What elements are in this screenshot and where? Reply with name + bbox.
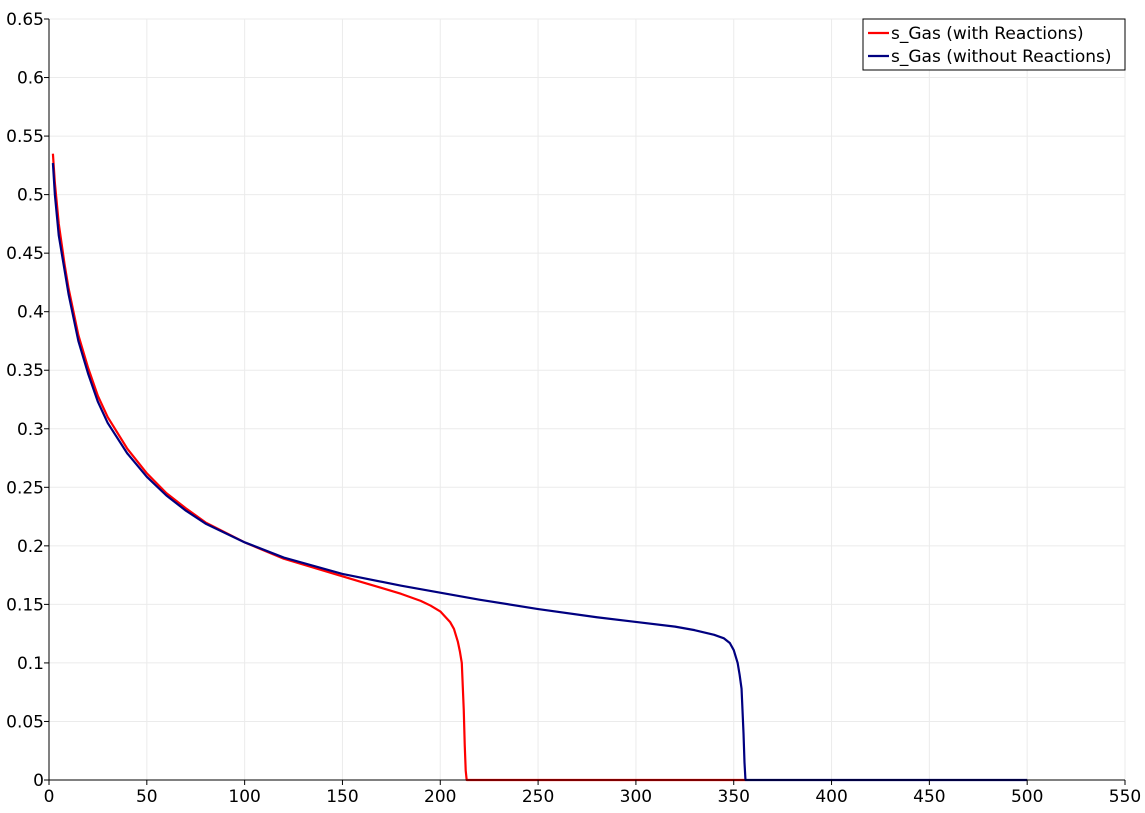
x-tick-label: 400 bbox=[815, 787, 847, 807]
series-line-with-reactions bbox=[51, 153, 746, 782]
x-tick-label: 100 bbox=[228, 787, 260, 807]
y-tick-label: 0.4 bbox=[17, 303, 44, 323]
grid bbox=[49, 18, 1126, 780]
series-line-without-reactions bbox=[51, 162, 1028, 782]
x-tick-label: 50 bbox=[136, 787, 158, 807]
legend: s_Gas (with Reactions) s_Gas (without Re… bbox=[862, 18, 1126, 71]
y-tick-label: 0.35 bbox=[6, 361, 44, 381]
x-tick-label: 250 bbox=[522, 787, 554, 807]
y-tick-label: 0.45 bbox=[6, 244, 44, 264]
y-tick-label: 0.6 bbox=[17, 69, 44, 89]
x-tick-label: 500 bbox=[1011, 787, 1043, 807]
x-tick-label: 550 bbox=[1109, 787, 1141, 807]
y-tick-label: 0.65 bbox=[6, 10, 44, 30]
series-lines bbox=[51, 153, 1028, 782]
y-tick-label: 0.5 bbox=[17, 186, 44, 206]
y-tick-label: 0 bbox=[33, 771, 44, 791]
y-tick-label: 0.1 bbox=[17, 654, 44, 674]
y-tick-label: 0.15 bbox=[6, 595, 44, 615]
x-tick-label: 300 bbox=[620, 787, 652, 807]
y-tick-label: 0.2 bbox=[17, 537, 44, 557]
legend-label-without-reactions: s_Gas (without Reactions) bbox=[891, 47, 1111, 67]
y-tick-label: 0.55 bbox=[6, 127, 44, 147]
x-tick-label: 200 bbox=[424, 787, 456, 807]
y-tick-label: 0.25 bbox=[6, 478, 44, 498]
y-tick-label: 0.05 bbox=[6, 712, 44, 732]
axes: 0 50 100 150 200 250 300 350 400 450 500 550 0 0.05 0.… bbox=[6, 10, 1141, 807]
x-tick-label: 150 bbox=[326, 787, 358, 807]
x-tick-label: 450 bbox=[913, 787, 945, 807]
y-tick-label: 0.3 bbox=[17, 420, 44, 440]
x-tick-label: 0 bbox=[44, 787, 55, 807]
legend-box bbox=[862, 18, 1126, 71]
x-tick-label: 350 bbox=[718, 787, 750, 807]
legend-label-with-reactions: s_Gas (with Reactions) bbox=[891, 24, 1084, 44]
